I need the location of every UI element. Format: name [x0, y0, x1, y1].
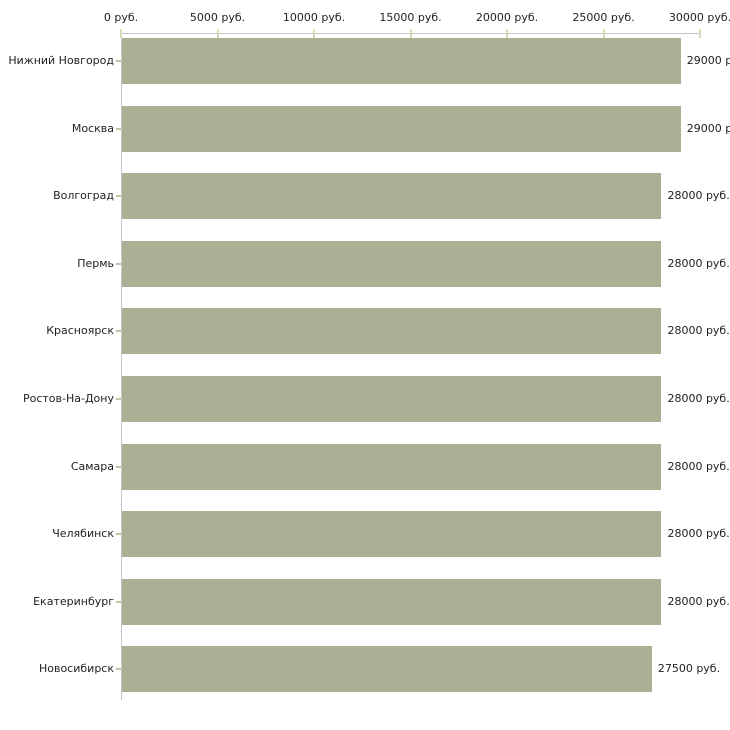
x-axis-tick-label: 5000 руб. — [189, 11, 246, 24]
y-axis-tick — [116, 262, 121, 265]
bar[interactable] — [122, 240, 662, 287]
value-label: 28000 руб. — [667, 459, 730, 473]
bar[interactable] — [122, 308, 662, 355]
y-axis-tick — [116, 60, 121, 62]
category-label: Самара — [70, 459, 114, 473]
value-label: 28000 руб. — [667, 527, 730, 541]
bar[interactable] — [122, 173, 662, 220]
y-axis-tick — [116, 533, 121, 536]
x-axis-tick — [506, 29, 508, 38]
category-label: Ростов-На-Дону — [22, 392, 114, 405]
bar[interactable] — [122, 376, 662, 422]
bar[interactable] — [122, 443, 662, 490]
value-label: 28000 руб. — [667, 324, 730, 338]
y-axis-tick — [116, 330, 121, 333]
x-axis-tick — [602, 29, 605, 38]
y-axis-tick — [116, 600, 121, 603]
x-axis-tick — [120, 29, 122, 38]
bar[interactable] — [122, 646, 652, 693]
bar[interactable] — [122, 511, 662, 558]
x-axis-tick-label: 25000 руб. — [572, 11, 635, 24]
value-label: 28000 руб. — [667, 392, 730, 405]
category-label: Красноярск — [46, 324, 114, 338]
x-axis-tick — [409, 29, 412, 38]
bar[interactable] — [122, 38, 681, 84]
category-label: Пермь — [77, 256, 114, 270]
category-label: Нижний Новгород — [8, 54, 114, 67]
y-axis-line — [121, 33, 122, 700]
x-axis-tick-label: 10000 руб. — [282, 11, 346, 24]
x-axis-tick-label: 20000 руб. — [475, 11, 539, 24]
bar[interactable] — [122, 105, 681, 152]
x-axis-tick-label: 30000 руб. — [668, 11, 730, 24]
y-axis-tick — [116, 195, 121, 198]
bar[interactable] — [122, 578, 662, 625]
category-label: Новосибирск — [38, 662, 114, 676]
category-label: Екатеринбург — [33, 594, 114, 608]
value-label: 29000 руб. — [686, 54, 730, 67]
value-label: 28000 руб. — [667, 189, 730, 203]
y-axis-tick — [116, 465, 121, 468]
x-axis-tick — [313, 29, 315, 38]
category-label: Челябинск — [52, 527, 114, 541]
value-label: 28000 руб. — [667, 256, 730, 270]
y-axis-tick — [116, 127, 121, 130]
x-axis-tick-label: 15000 руб. — [379, 11, 442, 24]
x-axis-tick — [216, 29, 219, 38]
category-label: Москва — [71, 121, 114, 135]
value-label: 27500 руб. — [657, 662, 721, 676]
y-axis-tick — [116, 398, 121, 400]
value-label: 28000 руб. — [667, 594, 730, 608]
y-axis-tick — [116, 668, 121, 671]
category-label: Волгоград — [53, 189, 114, 203]
value-label: 29000 руб. — [686, 121, 730, 135]
x-axis-tick-label: 0 руб. — [103, 11, 139, 24]
x-axis-tick — [699, 29, 701, 38]
